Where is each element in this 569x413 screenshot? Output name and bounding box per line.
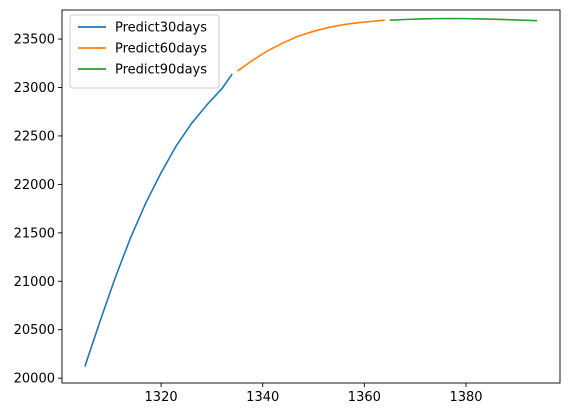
plot-frame (61, 9, 561, 384)
axes-layer: 1320 1340 1360 1380 20000 20500 21000 21500 2200… (14, 9, 561, 405)
series-line-predict30days (84, 73, 233, 367)
y-tick-label: 22000 (14, 178, 55, 193)
y-tick-label: 20000 (14, 372, 55, 387)
legend-label-predict30days: Predict30days (115, 21, 207, 36)
x-tick-label: 1340 (246, 390, 279, 405)
legend: Predict30days Predict60days Predict90days (69, 14, 220, 89)
legend-label-predict60days: Predict60days (115, 42, 207, 57)
legend-box (69, 14, 220, 89)
series-layer (84, 17, 538, 367)
y-tick-label: 21000 (14, 275, 55, 290)
x-tick-label: 1360 (348, 390, 381, 405)
series-line-predict60days (236, 19, 385, 72)
legend-label-predict90days: Predict90days (115, 63, 207, 78)
y-tick-label: 22500 (14, 129, 55, 144)
y-tick-label: 21500 (14, 226, 55, 241)
x-tick-label: 1320 (145, 390, 178, 405)
y-tick-label: 23000 (14, 81, 55, 96)
series-line-predict90days (389, 17, 538, 22)
y-tick-label: 20500 (14, 323, 55, 338)
y-tick-label: 23500 (14, 33, 55, 48)
x-tick-label: 1380 (449, 390, 482, 405)
